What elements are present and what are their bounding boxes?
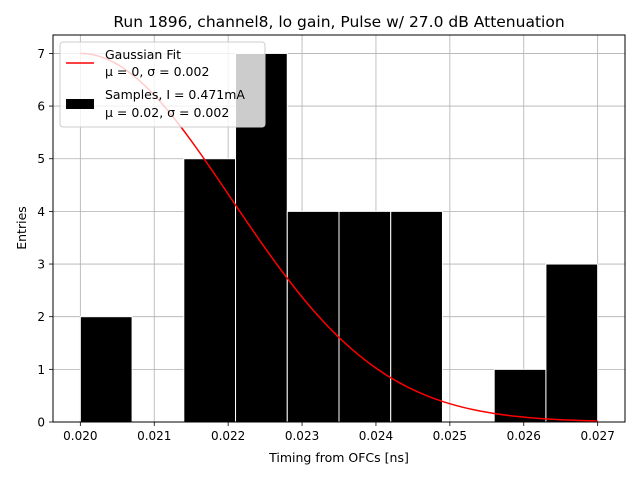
legend-box — [59, 41, 266, 128]
y-axis-label: Entries — [14, 206, 29, 250]
x-tick-label: 0.023 — [285, 429, 319, 443]
x-tick-label: 0.027 — [580, 429, 614, 443]
histogram-bar — [493, 368, 547, 423]
x-tick-label: 0.026 — [507, 429, 541, 443]
y-tick-label: 2 — [37, 310, 45, 324]
x-axis-label: Timing from OFCs [ns] — [268, 450, 409, 465]
legend: Gaussian Fit μ = 0, σ = 0.002 Samples, I… — [59, 41, 266, 128]
histogram-bar — [286, 210, 340, 423]
histogram-bar — [390, 210, 443, 423]
legend-samples-stats: μ = 0.02, σ = 0.002 — [105, 105, 229, 120]
histogram-bar — [338, 210, 392, 423]
axes-frame — [52, 34, 626, 423]
y-tick-label: 4 — [37, 205, 45, 219]
y-tick-label: 3 — [37, 258, 45, 272]
histogram-bar — [79, 316, 133, 423]
x-tick-label: 0.021 — [137, 429, 171, 443]
legend-samples-swatch — [66, 99, 94, 109]
x-tick-label: 0.020 — [63, 429, 97, 443]
chart-title: Run 1896, channel8, lo gain, Pulse w/ 27… — [113, 13, 564, 31]
y-tick-label: 0 — [37, 416, 45, 430]
x-tick-label: 0.024 — [359, 429, 393, 443]
legend-fit-stats: μ = 0, σ = 0.002 — [105, 64, 209, 79]
histogram-bar — [183, 158, 237, 423]
y-tick-label: 1 — [37, 363, 45, 377]
y-tick-label: 7 — [37, 47, 45, 61]
x-tick-label: 0.025 — [433, 429, 467, 443]
legend-samples-label: Samples, I = 0.471mA — [105, 87, 245, 102]
y-tick-label: 6 — [37, 100, 45, 114]
legend-fit-label: Gaussian Fit — [105, 47, 181, 62]
histogram-bar — [545, 263, 599, 423]
y-tick-label: 5 — [37, 152, 45, 166]
axis-ticks: 0.020 0.021 0.022 0.023 0.024 0.025 0.026 0.027… — [37, 47, 614, 443]
x-tick-label: 0.022 — [211, 429, 245, 443]
